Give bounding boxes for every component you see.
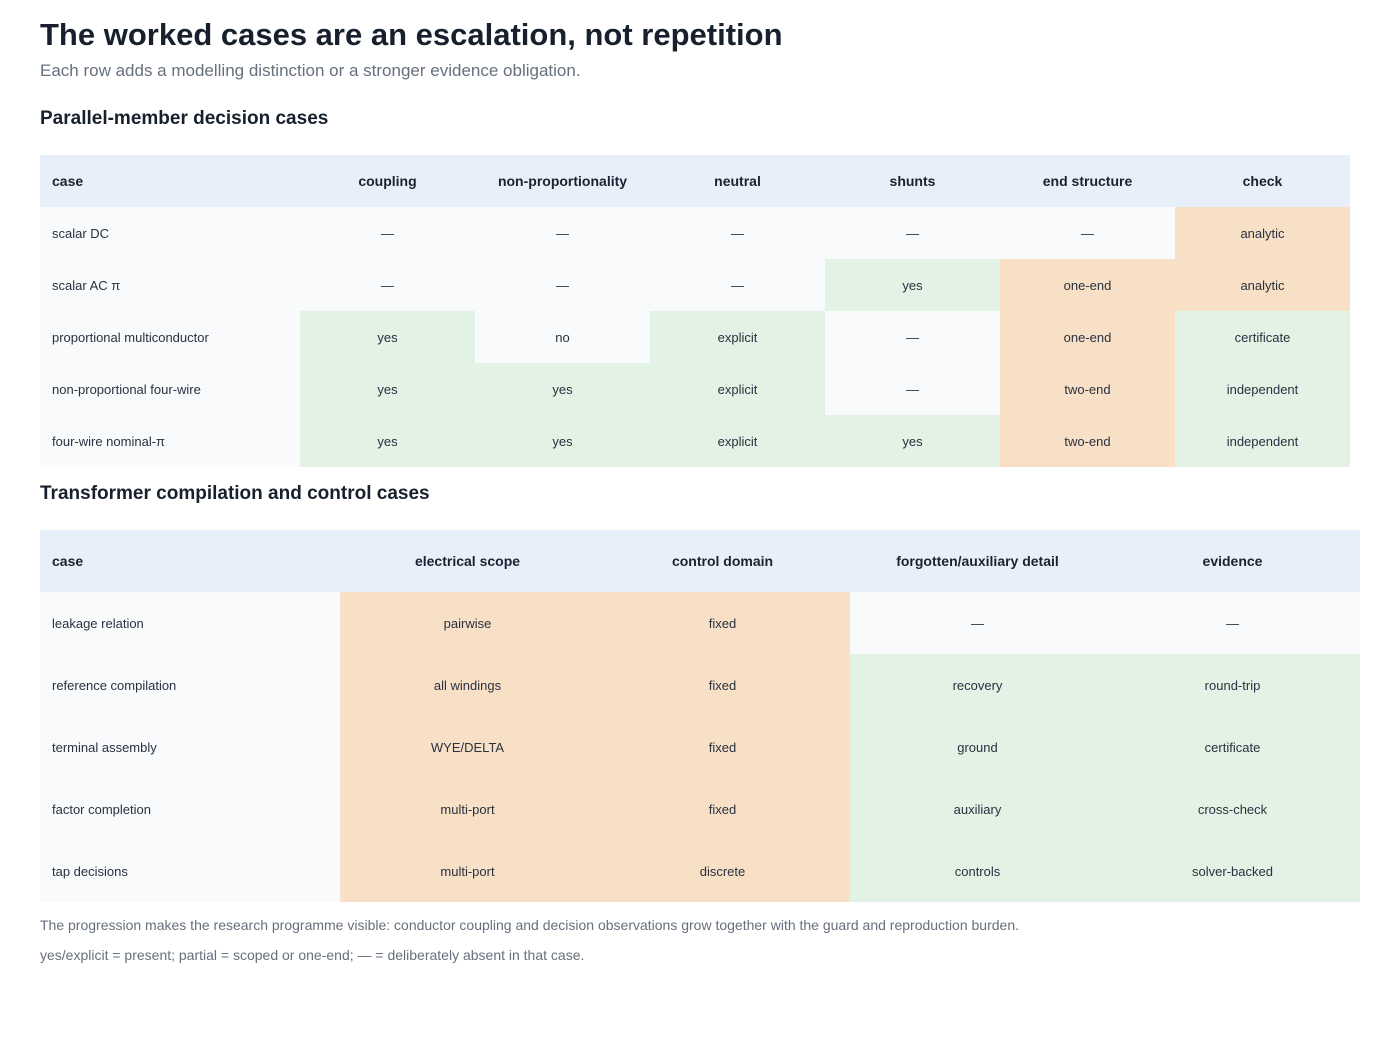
case-name-cell: scalar DC (40, 207, 300, 259)
case-name-cell: factor completion (40, 778, 340, 840)
table-cell: yes (300, 415, 475, 467)
column-header: coupling (300, 155, 475, 207)
column-header: neutral (650, 155, 825, 207)
footnote-legend: yes/explicit = present; partial = scoped… (40, 947, 585, 963)
table-cell: yes (300, 311, 475, 363)
table-cell: recovery (850, 654, 1105, 716)
table-cell: analytic (1175, 259, 1350, 311)
table-row: non-proportional four-wire yes yes explicit… (40, 363, 1350, 415)
case-name-cell: reference compilation (40, 654, 340, 716)
table-row: leakage relation pairwise fixed — — (40, 592, 1360, 654)
table-cell: cross-check (1105, 778, 1360, 840)
table-row: factor completion multi-port fixed auxiliar… (40, 778, 1360, 840)
table-cell: — (475, 207, 650, 259)
case-name-cell: four-wire nominal-π (40, 415, 300, 467)
table-cell: — (475, 259, 650, 311)
table-cell: discrete (595, 840, 850, 902)
table-cell: — (1105, 592, 1360, 654)
table-cell: explicit (650, 363, 825, 415)
table-cell: pairwise (340, 592, 595, 654)
table-cell: round-trip (1105, 654, 1360, 716)
table-cell: yes (475, 363, 650, 415)
table-row: reference compilation all windings fixed re… (40, 654, 1360, 716)
table-cell: one-end (1000, 311, 1175, 363)
table-cell: analytic (1175, 207, 1350, 259)
table-cell: certificate (1105, 716, 1360, 778)
column-header: check (1175, 155, 1350, 207)
parallel-member-table: case coupling non-proportionality neutral sh… (40, 155, 1350, 467)
table-cell: — (300, 259, 475, 311)
table-row: scalar AC π — — — yes one-end analytic (40, 259, 1350, 311)
table-cell: two-end (1000, 415, 1175, 467)
table-cell: — (825, 363, 1000, 415)
table-cell: fixed (595, 654, 850, 716)
table-cell: independent (1175, 363, 1350, 415)
case-name-cell: tap decisions (40, 840, 340, 902)
table-row: four-wire nominal-π yes yes explicit yes two-… (40, 415, 1350, 467)
table-cell: yes (825, 259, 1000, 311)
column-header: electrical scope (340, 530, 595, 592)
table-cell: all windings (340, 654, 595, 716)
table-header-row: case electrical scope control domain forgot… (40, 530, 1360, 592)
section-title-parallel-member: Parallel-member decision cases (40, 108, 329, 129)
table-row: proportional multiconductor yes no explicit… (40, 311, 1350, 363)
case-name-cell: non-proportional four-wire (40, 363, 300, 415)
table-cell: — (300, 207, 475, 259)
table-cell: ground (850, 716, 1105, 778)
column-header: case (40, 155, 300, 207)
table-cell: yes (475, 415, 650, 467)
table-cell: WYE/DELTA (340, 716, 595, 778)
table-cell: controls (850, 840, 1105, 902)
table-cell: explicit (650, 311, 825, 363)
section-title-transformer: Transformer compilation and control case… (40, 483, 430, 504)
footnote-progression: The progression makes the research progr… (40, 917, 1020, 933)
table-cell: certificate (1175, 311, 1350, 363)
column-header: evidence (1105, 530, 1360, 592)
table-cell: — (850, 592, 1105, 654)
case-name-cell: terminal assembly (40, 716, 340, 778)
case-name-cell: proportional multiconductor (40, 311, 300, 363)
case-name-cell: scalar AC π (40, 259, 300, 311)
table-cell: independent (1175, 415, 1350, 467)
column-header: end structure (1000, 155, 1175, 207)
table-row: terminal assembly WYE/DELTA fixed ground cer… (40, 716, 1360, 778)
column-header: case (40, 530, 340, 592)
table-cell: fixed (595, 716, 850, 778)
table-cell: — (825, 311, 1000, 363)
column-header: shunts (825, 155, 1000, 207)
table-cell: — (825, 207, 1000, 259)
column-header: control domain (595, 530, 850, 592)
table-cell: — (650, 259, 825, 311)
table-cell: — (1000, 207, 1175, 259)
table-cell: yes (825, 415, 1000, 467)
transformer-table: case electrical scope control domain forgot… (40, 530, 1360, 902)
table-cell: one-end (1000, 259, 1175, 311)
table-cell: fixed (595, 778, 850, 840)
table-row: tap decisions multi-port discrete controls s… (40, 840, 1360, 902)
table-row: scalar DC — — — — — analytic (40, 207, 1350, 259)
case-name-cell: leakage relation (40, 592, 340, 654)
table-cell: solver-backed (1105, 840, 1360, 902)
table-header-row: case coupling non-proportionality neutral sh… (40, 155, 1350, 207)
table-cell: auxiliary (850, 778, 1105, 840)
table-cell: multi-port (340, 840, 595, 902)
table-cell: two-end (1000, 363, 1175, 415)
table-cell: multi-port (340, 778, 595, 840)
table-cell: fixed (595, 592, 850, 654)
table-cell: explicit (650, 415, 825, 467)
column-header: non-proportionality (475, 155, 650, 207)
table-cell: yes (300, 363, 475, 415)
page-title: The worked cases are an escalation, not … (40, 17, 783, 52)
page-subtitle: Each row adds a modelling distinction or… (40, 61, 581, 80)
table-cell: — (650, 207, 825, 259)
table-cell: no (475, 311, 650, 363)
column-header: forgotten/auxiliary detail (850, 530, 1105, 592)
